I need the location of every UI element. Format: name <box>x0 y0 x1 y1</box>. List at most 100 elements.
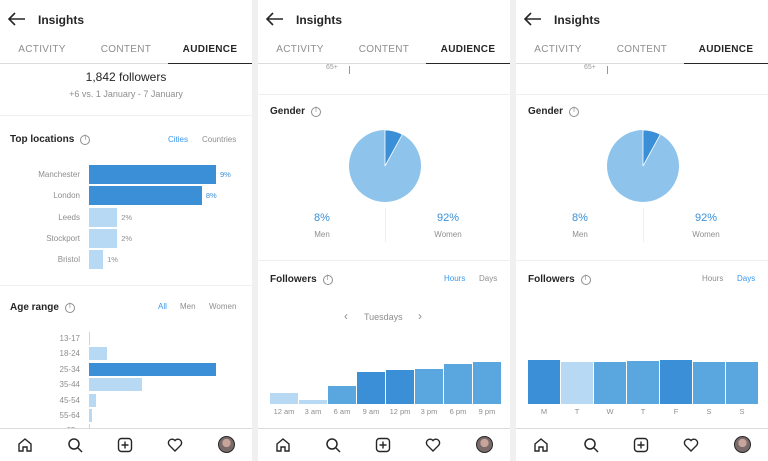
location-bar <box>89 186 202 206</box>
add-post-icon[interactable] <box>633 437 649 453</box>
back-arrow-icon[interactable] <box>8 12 26 26</box>
hour-label: 3 am <box>304 407 322 416</box>
home-icon[interactable] <box>17 437 33 453</box>
screen-gap <box>510 0 516 461</box>
age-bar-peek <box>607 66 608 74</box>
option-days[interactable]: Days <box>737 274 756 283</box>
gender-label: Gender <box>270 106 306 117</box>
women-percentage: 92% <box>436 212 460 224</box>
hour-label: 12 pm <box>389 407 411 416</box>
heart-icon[interactable] <box>683 437 699 453</box>
age-label: 25-34 <box>59 364 80 374</box>
location-label: Bristol <box>57 255 80 265</box>
women-label: Women <box>692 230 720 239</box>
info-icon[interactable] <box>64 302 75 313</box>
option-cities[interactable]: Cities <box>168 135 189 144</box>
info-icon[interactable] <box>569 106 580 117</box>
location-bar <box>89 165 216 184</box>
tab-bar: ACTIVITY CONTENT AUDIENCE <box>516 38 768 64</box>
info-icon[interactable] <box>80 134 91 145</box>
age-label: 35-44 <box>59 380 80 390</box>
profile-avatar[interactable] <box>218 436 235 453</box>
option-countries[interactable]: Countries <box>202 135 237 144</box>
option-women[interactable]: Women <box>209 302 237 311</box>
tab-bar: ACTIVITY CONTENT AUDIENCE <box>258 38 510 64</box>
add-post-icon[interactable] <box>375 437 391 453</box>
divider <box>258 94 510 95</box>
info-icon[interactable] <box>311 106 322 117</box>
gender-title: Gender <box>270 106 322 117</box>
location-label: London <box>53 191 80 201</box>
followers-day-bar <box>594 361 626 404</box>
info-icon[interactable] <box>580 274 591 285</box>
profile-avatar[interactable] <box>476 436 493 453</box>
search-icon[interactable] <box>325 437 341 453</box>
search-icon[interactable] <box>583 437 599 453</box>
previous-day-icon[interactable]: ‹ <box>344 309 348 323</box>
option-hours[interactable]: Hours <box>444 274 466 283</box>
gender-pie-chart <box>349 129 421 202</box>
location-value: 2% <box>121 212 133 222</box>
age-bar <box>89 362 216 376</box>
option-hours[interactable]: Hours <box>702 274 724 283</box>
tab-bar: ACTIVITY CONTENT AUDIENCE <box>0 38 252 64</box>
divider <box>643 208 644 242</box>
tab-activity[interactable]: ACTIVITY <box>276 44 324 55</box>
bottom-nav <box>516 428 768 461</box>
location-value: 2% <box>121 233 133 243</box>
followers-day-bar <box>528 360 560 404</box>
hour-label: 9 am <box>362 407 380 416</box>
option-days[interactable]: Days <box>479 274 498 283</box>
men-percentage: 8% <box>314 212 330 224</box>
add-post-icon[interactable] <box>117 437 133 453</box>
tab-audience[interactable]: AUDIENCE <box>426 38 510 64</box>
followers-hour-bar <box>299 400 327 404</box>
age-bar <box>89 347 108 361</box>
divider <box>516 94 768 95</box>
hour-label: 3 pm <box>420 407 438 416</box>
age-bar <box>89 378 143 392</box>
tab-activity[interactable]: ACTIVITY <box>18 44 66 55</box>
hour-label: 6 pm <box>449 407 467 416</box>
tab-content[interactable]: CONTENT <box>358 44 410 55</box>
profile-avatar[interactable] <box>734 436 751 453</box>
men-label: Men <box>314 230 330 239</box>
age-label: 13-17 <box>59 334 80 343</box>
option-all[interactable]: All <box>158 302 167 311</box>
back-arrow-icon[interactable] <box>524 12 542 26</box>
divider <box>0 115 252 116</box>
search-icon[interactable] <box>67 437 83 453</box>
men-percentage: 8% <box>572 212 588 224</box>
followers-day-bar <box>726 362 758 404</box>
next-day-icon[interactable]: › <box>418 309 422 323</box>
divider <box>0 285 252 286</box>
day-of-week-label: T <box>574 407 580 416</box>
insights-screen-followers-days: Insights ACTIVITY CONTENT AUDIENCE 65+ G… <box>516 0 768 461</box>
bottom-nav <box>258 428 510 461</box>
tab-content[interactable]: CONTENT <box>616 44 668 55</box>
top-locations-title: Top locations <box>10 134 91 145</box>
heart-icon[interactable] <box>167 437 183 453</box>
tab-activity[interactable]: ACTIVITY <box>534 44 582 55</box>
home-icon[interactable] <box>275 437 291 453</box>
followers-hour-bar <box>270 392 298 404</box>
back-arrow-icon[interactable] <box>266 12 284 26</box>
tab-content[interactable]: CONTENT <box>100 44 152 55</box>
age-bar <box>89 332 90 345</box>
followers-label: Followers <box>528 274 575 285</box>
home-icon[interactable] <box>533 437 549 453</box>
followers-hour-bar <box>357 372 385 404</box>
gender-title: Gender <box>528 106 580 117</box>
age-label: 18-24 <box>59 349 80 359</box>
info-icon[interactable] <box>322 274 333 285</box>
location-value: 8% <box>205 191 217 201</box>
tab-audience[interactable]: AUDIENCE <box>168 38 252 64</box>
followers-hour-bar <box>328 386 356 404</box>
tab-audience[interactable]: AUDIENCE <box>684 38 768 64</box>
heart-icon[interactable] <box>425 437 441 453</box>
location-value: 1% <box>107 255 118 265</box>
option-men[interactable]: Men <box>180 302 196 311</box>
age-bar <box>89 409 92 422</box>
followers-hour-bar <box>444 364 472 404</box>
page-title: Insights <box>554 13 601 27</box>
